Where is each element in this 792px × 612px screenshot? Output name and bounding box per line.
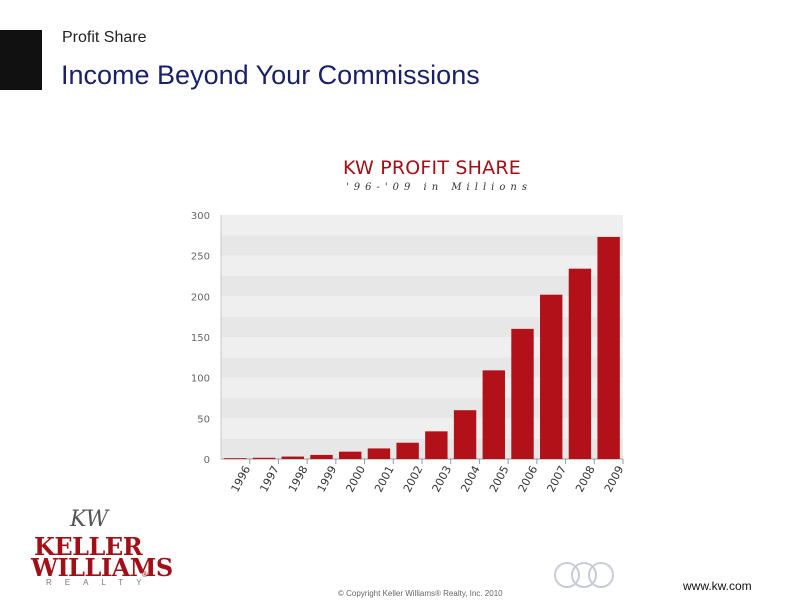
x-tick-label: 2006 bbox=[516, 464, 541, 495]
bar-1996 bbox=[224, 458, 247, 459]
bar-1998 bbox=[281, 456, 304, 459]
bar-2002 bbox=[396, 442, 419, 459]
x-tick-label: 2005 bbox=[487, 464, 512, 495]
grid-band bbox=[221, 418, 623, 439]
grid-band bbox=[221, 235, 623, 256]
bar-2006 bbox=[511, 328, 534, 459]
x-tick-label: 1996 bbox=[229, 464, 254, 495]
grid-band bbox=[221, 296, 623, 317]
x-tick-label: 2002 bbox=[401, 464, 426, 495]
chart-subtitle: '96-'09 in Millions bbox=[346, 182, 532, 193]
bar-series bbox=[224, 236, 620, 459]
bar-2009 bbox=[597, 236, 620, 459]
kw-seal-logo: KW bbox=[70, 507, 109, 532]
grid-band bbox=[221, 398, 623, 419]
logo-williams: WILLIAMS bbox=[31, 553, 173, 582]
x-tick-label: 2008 bbox=[573, 464, 598, 495]
x-tick-label: 2000 bbox=[343, 464, 368, 495]
grid-band bbox=[221, 255, 623, 276]
x-tick-label: 2003 bbox=[430, 464, 455, 495]
bar-2007 bbox=[540, 294, 563, 459]
accent-block bbox=[0, 30, 42, 90]
chart-title: KW PROFIT SHARE bbox=[343, 157, 521, 179]
x-tick-label: 1999 bbox=[315, 464, 340, 495]
x-tick-label: 1998 bbox=[286, 464, 311, 495]
bar-2008 bbox=[568, 268, 592, 459]
bar-2000 bbox=[339, 451, 362, 459]
section-label: Profit Share bbox=[62, 29, 147, 46]
grid-band bbox=[221, 377, 623, 398]
grid-band bbox=[221, 438, 623, 459]
grid-band bbox=[221, 316, 623, 337]
grid-band bbox=[221, 276, 623, 297]
grid-band bbox=[221, 215, 623, 236]
bar-1999 bbox=[310, 454, 333, 459]
x-tick-label: 2009 bbox=[602, 464, 627, 495]
y-axis: 0 50 100 150 200 250 300 bbox=[191, 211, 210, 466]
y-tick-label: 200 bbox=[191, 292, 210, 303]
x-axis: 1996 1997 1998 1999 2000 2001 2002 2003 2004 2005… bbox=[229, 459, 627, 495]
y-tick-label: 100 bbox=[191, 374, 210, 385]
bar-2001 bbox=[367, 448, 391, 459]
x-tick-label: 2001 bbox=[372, 464, 397, 495]
x-tick-label: 1997 bbox=[257, 464, 282, 495]
y-tick-label: 50 bbox=[197, 414, 210, 425]
logo-realty: REALTY bbox=[46, 578, 155, 587]
website-url[interactable]: www.kw.com bbox=[683, 579, 752, 593]
y-tick-label: 250 bbox=[191, 252, 210, 263]
bar-2004 bbox=[453, 410, 477, 459]
y-tick-label: 150 bbox=[191, 333, 210, 344]
bar-1997 bbox=[252, 457, 276, 459]
copyright-text: © Copyright Keller Williams® Realty, Inc… bbox=[338, 589, 503, 598]
page-title: Income Beyond Your Commissions bbox=[61, 60, 480, 90]
y-tick-label: 0 bbox=[204, 455, 210, 466]
grid-band bbox=[221, 357, 623, 378]
x-tick-label: 2004 bbox=[458, 464, 483, 495]
grid-band bbox=[221, 337, 623, 358]
rings-icon bbox=[554, 562, 614, 588]
x-tick-label: 2007 bbox=[544, 464, 569, 495]
logo-keller: KELLER bbox=[34, 532, 143, 561]
bar-2003 bbox=[425, 431, 448, 459]
bar-2005 bbox=[482, 370, 505, 459]
chart-background bbox=[220, 215, 623, 460]
logo-registered: ® bbox=[142, 570, 148, 579]
y-tick-label: 300 bbox=[191, 211, 210, 222]
